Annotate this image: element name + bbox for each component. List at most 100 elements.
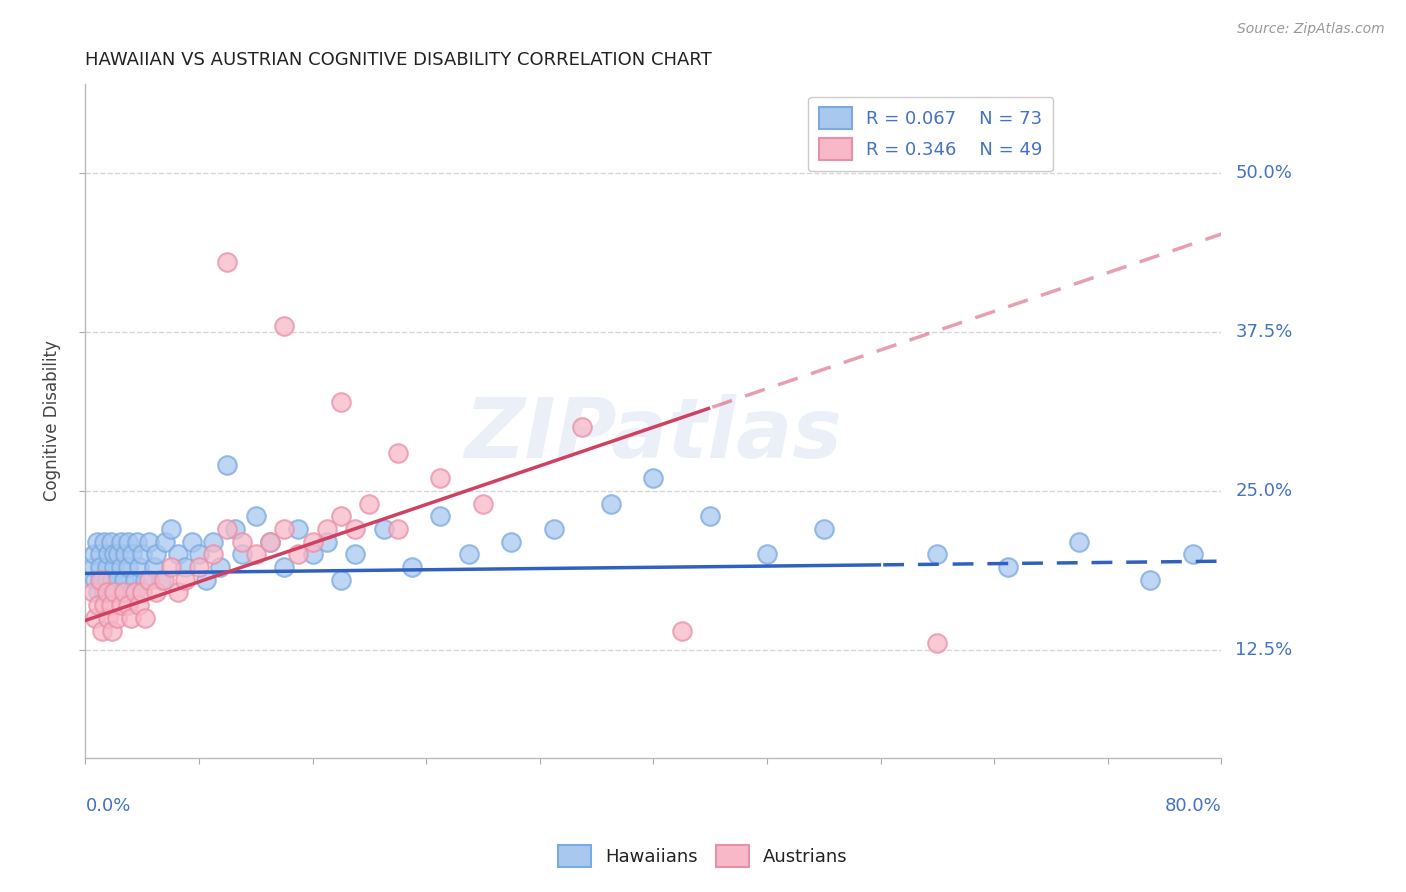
Point (87, 598, 110, 612)
Point (1069, 534, 1091, 549)
Point (131, 585, 153, 599)
Point (93, 585, 115, 599)
Point (145, 585, 167, 599)
Point (671, 624, 693, 638)
Point (217, 522, 239, 536)
Point (273, 522, 295, 536)
Point (330, 394, 353, 409)
Point (330, 509, 353, 524)
Point (100, 598, 122, 612)
Point (145, 547, 167, 561)
Point (152, 573, 174, 587)
Point (112, 585, 135, 599)
Point (89, 547, 111, 561)
Point (166, 547, 188, 561)
Text: 12.5%: 12.5% (1236, 640, 1292, 658)
Point (287, 547, 309, 561)
Point (96, 585, 118, 599)
Point (107, 547, 129, 561)
Point (138, 573, 160, 587)
Point (89, 573, 111, 587)
Point (98, 585, 121, 599)
Point (643, 471, 665, 485)
Point (202, 534, 225, 549)
Point (82, 560, 104, 574)
Point (114, 547, 136, 561)
Point (105, 611, 128, 625)
Point (217, 458, 239, 473)
Legend: R = 0.067    N = 73, R = 0.346    N = 49: R = 0.067 N = 73, R = 0.346 N = 49 (808, 96, 1053, 171)
Point (315, 522, 337, 536)
Text: 80.0%: 80.0% (1164, 797, 1222, 814)
Text: 0.0%: 0.0% (86, 797, 131, 814)
Point (287, 522, 309, 536)
Point (224, 522, 246, 536)
Point (180, 534, 202, 549)
Point (128, 560, 150, 574)
Point (344, 547, 367, 561)
Point (209, 560, 232, 574)
Point (149, 573, 172, 587)
Point (117, 598, 139, 612)
Point (599, 496, 621, 510)
Point (131, 547, 153, 561)
Point (231, 534, 253, 549)
Point (93, 598, 115, 612)
Text: HAWAIIAN VS AUSTRIAN COGNITIVE DISABILITY CORRELATION CHART: HAWAIIAN VS AUSTRIAN COGNITIVE DISABILIT… (86, 51, 713, 69)
Point (84, 573, 107, 587)
Point (273, 318, 295, 333)
Point (755, 547, 778, 561)
Point (91, 624, 114, 638)
Point (110, 560, 132, 574)
Point (543, 522, 565, 536)
Point (93, 534, 115, 549)
Point (159, 560, 181, 574)
Point (217, 255, 239, 269)
Text: ZIPatlas: ZIPatlas (464, 394, 842, 475)
Point (457, 547, 479, 561)
Point (301, 534, 323, 549)
Point (429, 509, 451, 524)
Point (997, 560, 1019, 574)
Point (429, 471, 451, 485)
Legend: Hawaiians, Austrians: Hawaiians, Austrians (551, 838, 855, 874)
Point (301, 547, 323, 561)
Point (84, 611, 107, 625)
Point (153, 534, 176, 549)
Text: 50.0%: 50.0% (1236, 164, 1292, 182)
Point (120, 611, 142, 625)
Point (82, 585, 104, 599)
Point (259, 534, 281, 549)
Point (101, 624, 124, 638)
Point (96, 560, 118, 574)
Point (259, 534, 281, 549)
Point (344, 522, 367, 536)
Point (103, 547, 125, 561)
Point (120, 585, 142, 599)
Point (91, 573, 114, 587)
Text: Source: ZipAtlas.com: Source: ZipAtlas.com (1237, 22, 1385, 37)
Point (128, 598, 150, 612)
Point (142, 560, 165, 574)
Point (138, 534, 160, 549)
Point (501, 534, 523, 549)
Point (401, 560, 423, 574)
Point (124, 585, 146, 599)
Point (134, 573, 156, 587)
Point (245, 509, 267, 524)
Point (110, 534, 132, 549)
Point (387, 522, 409, 536)
Point (927, 547, 949, 561)
Point (159, 522, 181, 536)
Point (387, 445, 409, 459)
Point (173, 573, 195, 587)
Point (105, 573, 128, 587)
Point (1181, 547, 1204, 561)
Point (472, 496, 495, 510)
Point (231, 547, 253, 561)
Point (83, 547, 105, 561)
Point (202, 547, 225, 561)
Point (373, 522, 395, 536)
Point (699, 509, 721, 524)
Point (125, 534, 148, 549)
